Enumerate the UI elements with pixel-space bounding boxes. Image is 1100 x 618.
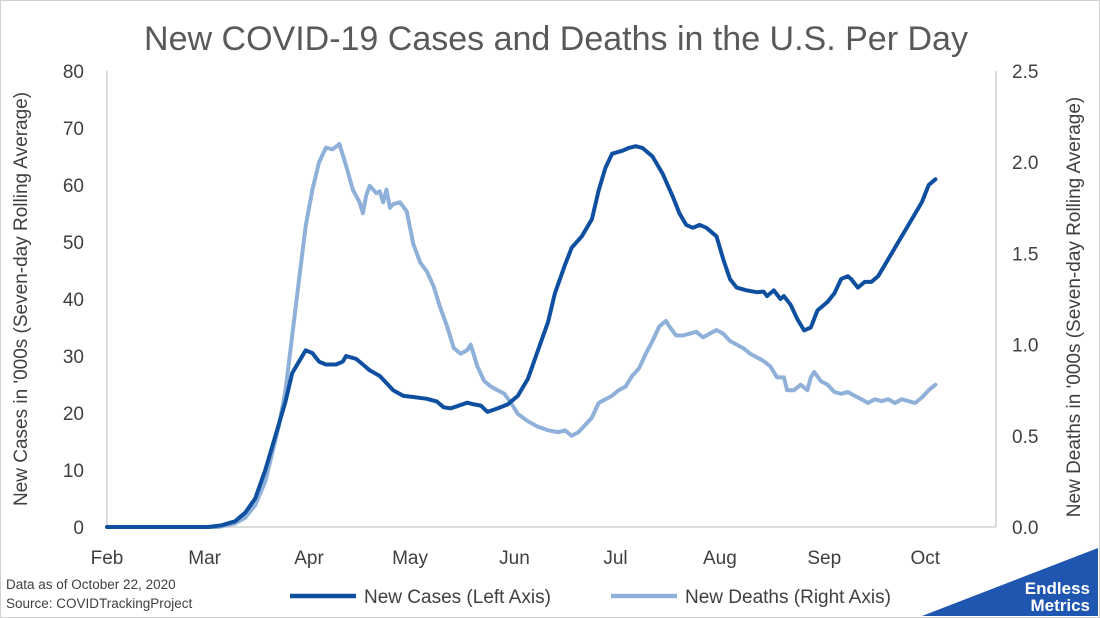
left-axis-title: New Cases in '000s (Seven-day Rolling Av…	[11, 92, 32, 506]
left-tick-label: 20	[63, 404, 84, 425]
x-tick-label-feb: Feb	[91, 548, 124, 569]
right-tick-label: 2.0	[1012, 153, 1038, 174]
right-tick-label: 2.5	[1012, 62, 1038, 83]
left-tick-label: 60	[63, 176, 84, 197]
legend-label-deaths: New Deaths (Right Axis)	[685, 587, 891, 608]
right-tick-label: 1.0	[1012, 336, 1038, 357]
endless-metrics-logo	[922, 548, 1098, 616]
left-axis-ticks: 0 10 20 30 40 50 60 70 80	[63, 62, 84, 539]
series-line-new-deaths	[105, 142, 938, 529]
x-tick-label-sep: Sep	[807, 548, 841, 569]
logo-line-2: Metrics	[1030, 596, 1090, 615]
x-tick-label-jul: Jul	[603, 548, 627, 569]
x-tick-label-mar: Mar	[188, 548, 221, 569]
x-tick-label-oct: Oct	[911, 548, 941, 569]
plot-area	[106, 71, 997, 528]
source-note: Source: COVIDTrackingProject	[6, 596, 193, 611]
left-tick-label: 40	[63, 290, 84, 311]
right-tick-label: 0.0	[1012, 518, 1038, 539]
left-tick-label: 80	[63, 62, 84, 83]
left-tick-label: 50	[63, 233, 84, 254]
left-tick-label: 30	[63, 347, 84, 368]
chart-title: New COVID-19 Cases and Deaths in the U.S…	[144, 20, 968, 58]
x-axis-ticks: Feb Mar Apr May Jun Jul Aug Sep Oct	[91, 548, 941, 569]
x-tick-label-may: May	[392, 548, 428, 569]
right-axis-ticks: 0.0 0.5 1.0 1.5 2.0 2.5	[1012, 62, 1038, 539]
legend-label-cases: New Cases (Left Axis)	[364, 587, 551, 608]
left-tick-label: 10	[63, 461, 84, 482]
series-layer	[105, 142, 938, 529]
x-tick-label-aug: Aug	[703, 548, 737, 569]
logo-triangle	[922, 548, 1098, 616]
legend: New Cases (Left Axis) New Deaths (Right …	[290, 587, 891, 608]
right-axis-title: New Deaths in '000s (Seven-day Rolling A…	[1064, 97, 1085, 517]
x-tick-label-apr: Apr	[294, 548, 324, 569]
series-line-new-cases	[105, 144, 938, 529]
logo-line-1: Endless	[1024, 579, 1090, 598]
left-tick-label: 0	[73, 518, 84, 539]
x-tick-label-jun: Jun	[499, 548, 530, 569]
data-date-note: Data as of October 22, 2020	[6, 577, 176, 592]
right-tick-label: 0.5	[1012, 427, 1038, 448]
left-tick-label: 70	[63, 119, 84, 140]
right-tick-label: 1.5	[1012, 244, 1038, 265]
logo-text: Endless Metrics	[1025, 580, 1090, 614]
